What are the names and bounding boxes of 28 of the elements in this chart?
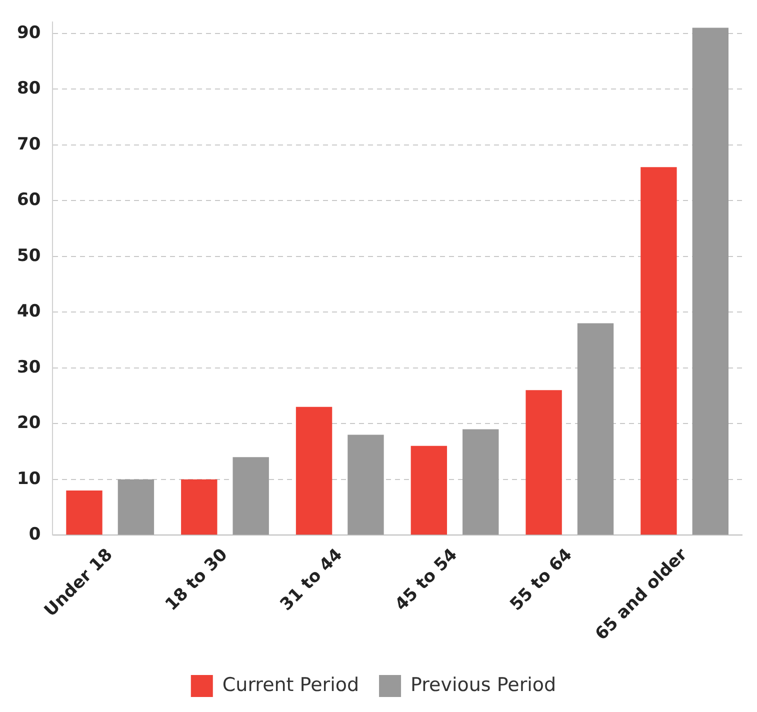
y-tick-label: 90 (16, 22, 41, 43)
y-tick-label: 70 (16, 134, 41, 154)
bar (462, 429, 499, 535)
y-tick-label: 0 (28, 524, 41, 545)
x-tick-label: 18 to 30 (162, 544, 232, 615)
bar (118, 479, 154, 535)
bar (410, 446, 448, 535)
bar (692, 28, 728, 535)
bar (296, 406, 332, 535)
y-tick-label: 40 (16, 302, 41, 322)
y-tick-label: 10 (16, 468, 41, 489)
x-tick-label: 55 to 64 (506, 544, 576, 615)
bar (640, 167, 677, 535)
bar (577, 323, 614, 535)
legend-label: Previous Period (410, 674, 556, 696)
bar (526, 390, 562, 535)
x-tick-label: 45 to 54 (391, 544, 462, 615)
bar (232, 457, 269, 535)
bar (66, 490, 102, 535)
x-tick-label: 31 to 44 (276, 544, 347, 615)
y-tick-label: 20 (16, 413, 41, 434)
legend-label: Current Period (222, 674, 360, 696)
bar (181, 479, 218, 535)
y-tick-label: 30 (16, 357, 41, 378)
bar (348, 434, 384, 535)
y-tick-label: 60 (16, 190, 41, 210)
y-tick-label: 50 (16, 246, 41, 266)
y-tick-label: 80 (16, 78, 41, 99)
